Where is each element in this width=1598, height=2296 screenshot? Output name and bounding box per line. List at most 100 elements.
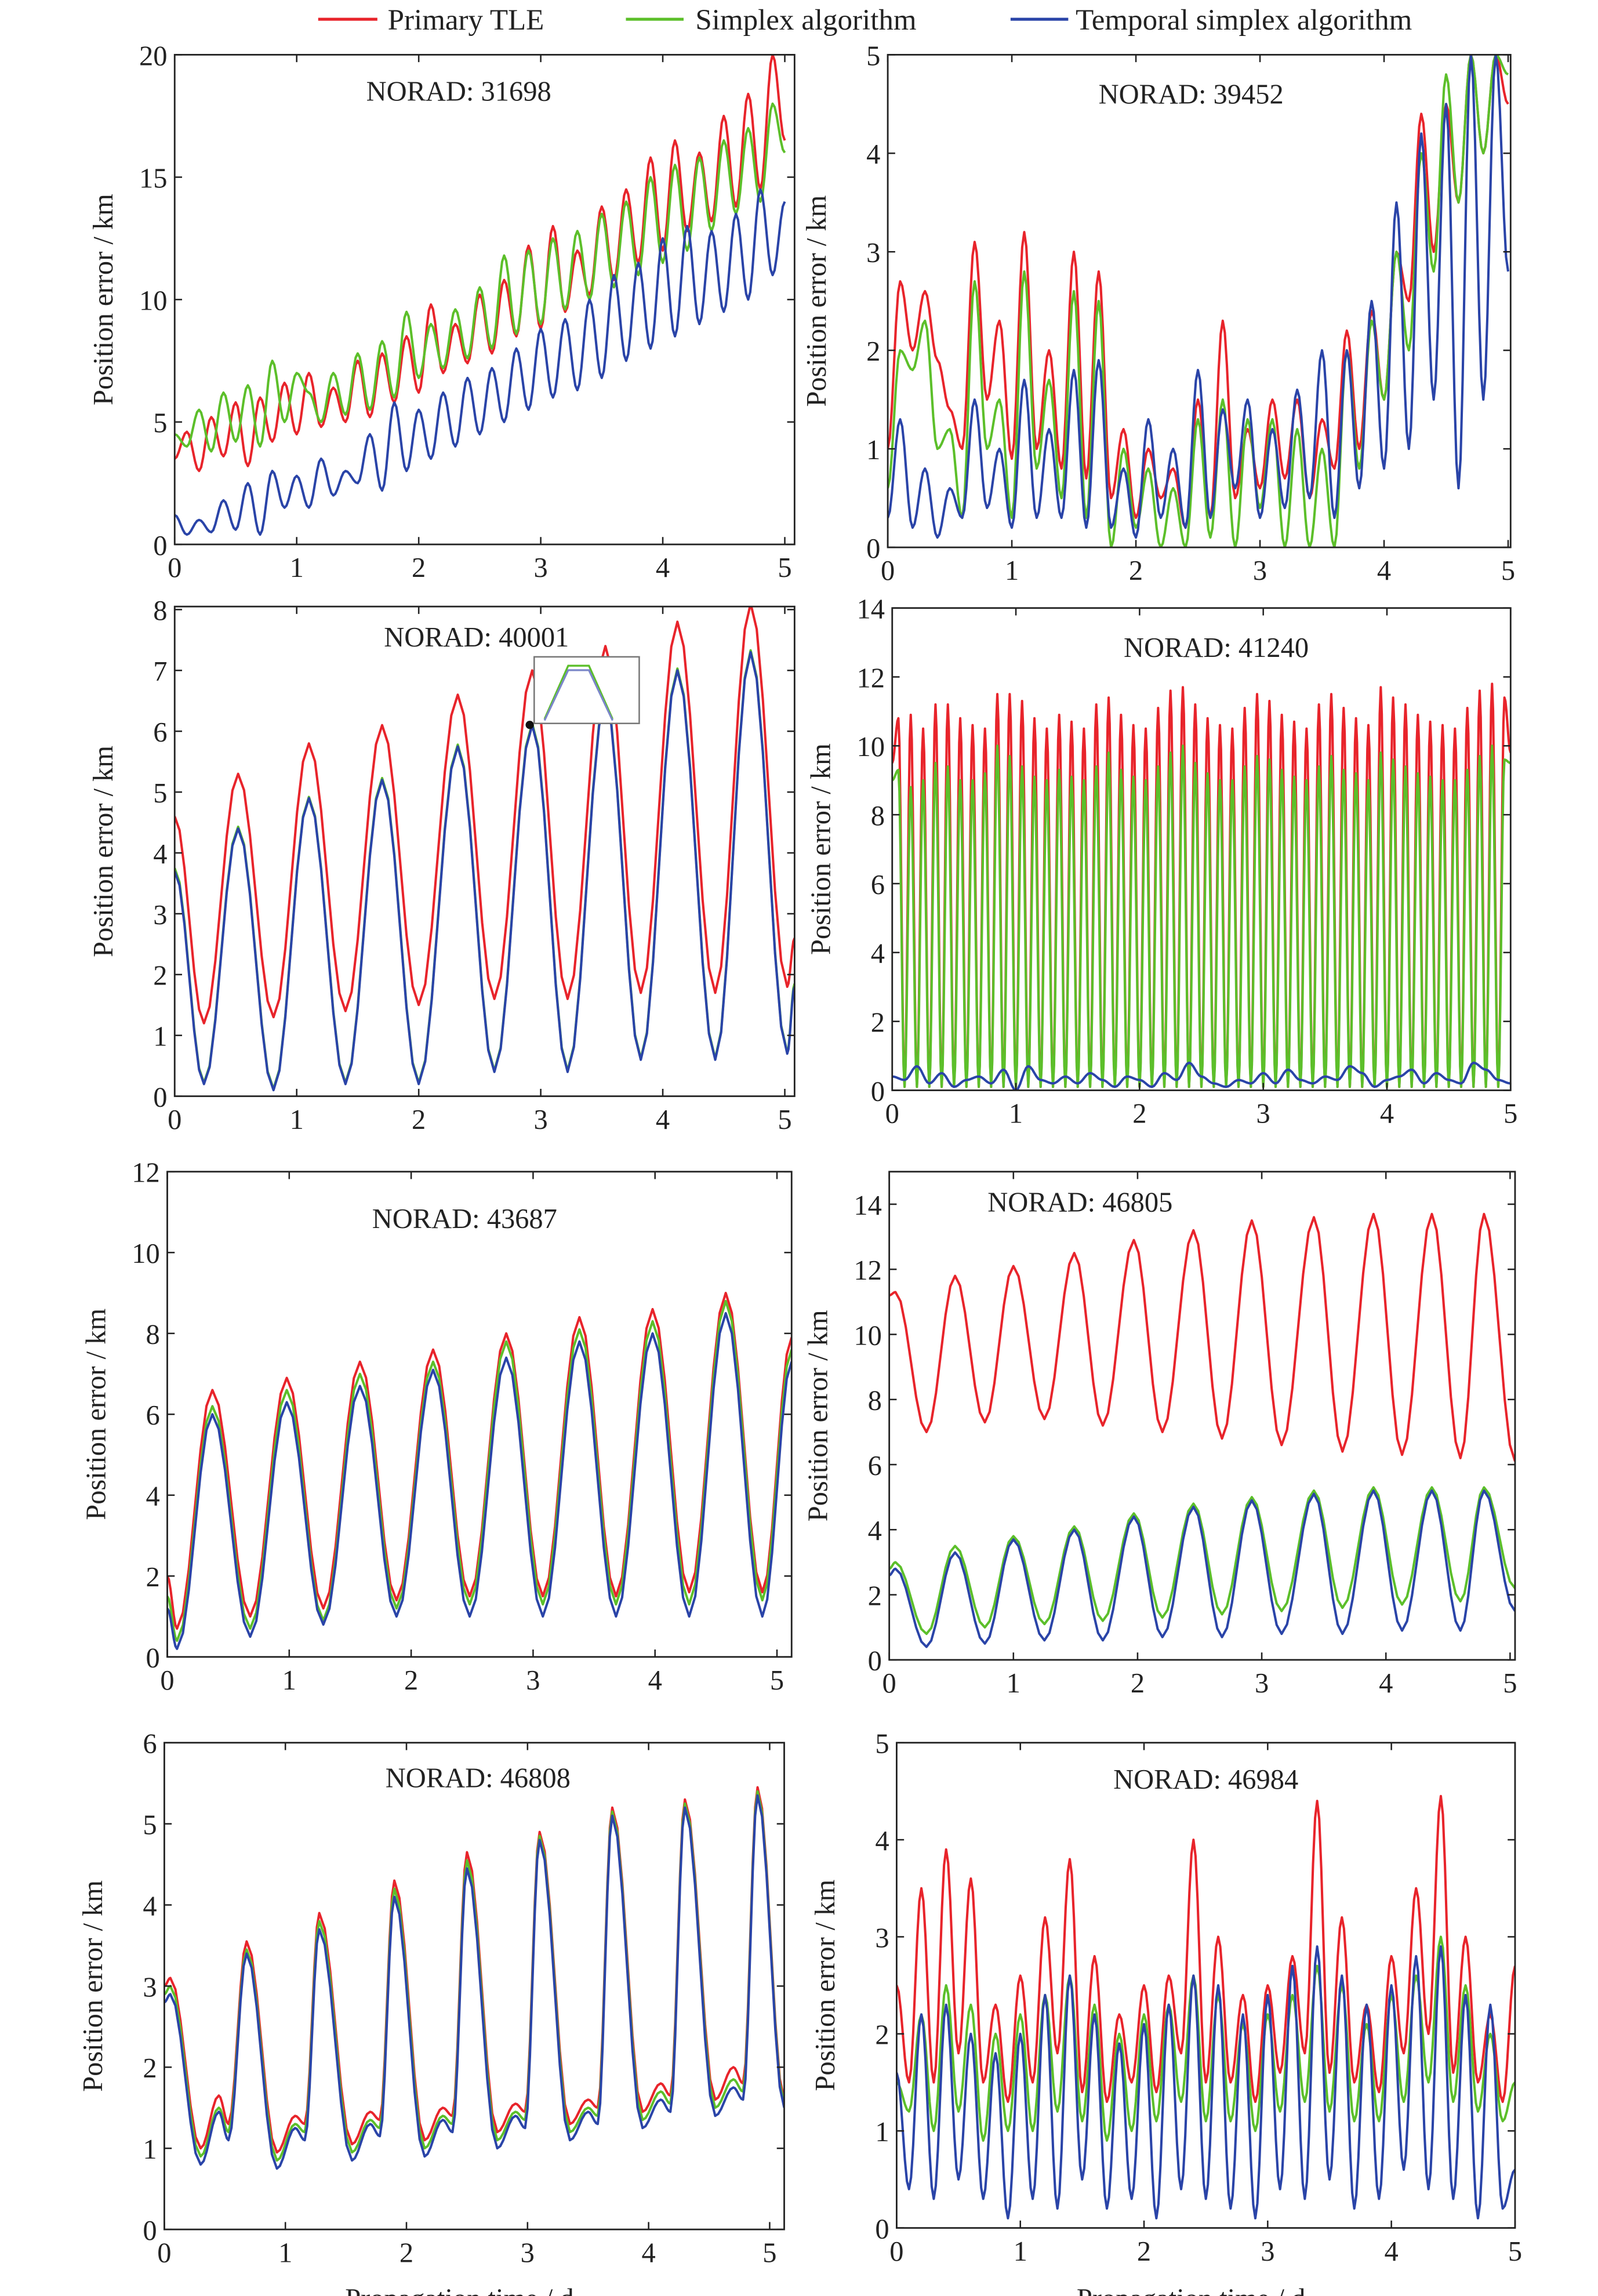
series-line-temporal-simplex-algorithm bbox=[175, 651, 795, 1092]
y-tick-label: 3 bbox=[153, 900, 167, 931]
plot-frame bbox=[888, 1171, 1516, 1661]
y-axis-label: Position error / km bbox=[88, 194, 119, 405]
plot-frame bbox=[895, 1742, 1516, 2229]
y-tick-label: 8 bbox=[153, 595, 167, 626]
y-tick-label: 3 bbox=[875, 1923, 889, 1953]
y-tick-label: 0 bbox=[143, 2215, 157, 2246]
x-tick-label: 5 bbox=[1508, 2236, 1522, 2267]
y-tick-label: 10 bbox=[132, 1238, 159, 1269]
series-line-temporal-simplex-algorithm bbox=[889, 1489, 1515, 1648]
series-line-primary-tle bbox=[892, 682, 1511, 1088]
plot-frame bbox=[163, 1742, 785, 2230]
series-line-temporal-simplex-algorithm bbox=[167, 1312, 792, 1650]
y-tick-label: 2 bbox=[868, 1581, 882, 1611]
panel-norad-39452: 0 1 2 3 4 5 0 1 2 3 4 5 NORAD: 39452 Position error /… bbox=[801, 41, 1515, 586]
x-tick-label: 5 bbox=[1503, 1099, 1517, 1129]
y-tick-label: 0 bbox=[153, 531, 167, 561]
legend-label-primary-tle: Primary TLE bbox=[388, 4, 544, 37]
y-tick-label: 5 bbox=[153, 408, 167, 439]
y-tick-label: 10 bbox=[854, 1320, 881, 1351]
y-tick-label: 14 bbox=[854, 1190, 881, 1221]
x-tick-label: 4 bbox=[1385, 2236, 1399, 2267]
y-tick-label: 2 bbox=[866, 336, 880, 367]
panel-title: NORAD: 41240 bbox=[1124, 633, 1309, 663]
legend: Primary TLE Simplex algorithm Temporal s… bbox=[318, 4, 1412, 37]
x-tick-label: 4 bbox=[656, 1105, 670, 1135]
y-tick-label: 12 bbox=[857, 663, 885, 693]
series-group bbox=[896, 1794, 1515, 2219]
panel-title: NORAD: 46984 bbox=[1113, 1764, 1298, 1795]
x-tick-label: 1 bbox=[278, 2237, 292, 2268]
series-line-simplex-algorithm bbox=[892, 744, 1511, 1088]
series-group bbox=[175, 606, 795, 1092]
y-tick-label: 0 bbox=[871, 1076, 885, 1107]
y-tick-label: 8 bbox=[146, 1320, 159, 1350]
x-tick-label: 3 bbox=[533, 553, 547, 583]
y-axis-label: Position error / km bbox=[806, 743, 837, 955]
y-axis-label: Position error / km bbox=[81, 1309, 111, 1520]
inset-temporal-line bbox=[543, 669, 614, 721]
y-tick-label: 7 bbox=[153, 656, 167, 687]
y-tick-label: 4 bbox=[153, 839, 167, 870]
x-tick-label: 1 bbox=[1014, 2236, 1027, 2267]
series-line-primary-tle bbox=[167, 1292, 792, 1630]
y-axis-label: Position error / km bbox=[801, 195, 832, 407]
panel-title: NORAD: 40001 bbox=[384, 622, 569, 653]
x-axis-label: Propagation time / d bbox=[345, 2283, 573, 2296]
series-line-temporal-simplex-algorithm bbox=[892, 1061, 1511, 1091]
y-axis-label: Position error / km bbox=[78, 1880, 108, 2092]
plot-frame bbox=[891, 607, 1512, 1091]
zoom-marker-dot bbox=[525, 721, 534, 729]
y-tick-label: 3 bbox=[866, 238, 880, 268]
x-tick-label: 2 bbox=[404, 1665, 418, 1696]
series-line-temporal-simplex-algorithm bbox=[888, 55, 1510, 539]
series-group bbox=[164, 1786, 785, 2170]
panel-title: NORAD: 46808 bbox=[386, 1763, 571, 1793]
x-tick-label: 1 bbox=[1005, 555, 1019, 586]
panel-title: NORAD: 31698 bbox=[366, 77, 551, 107]
y-tick-label: 2 bbox=[153, 961, 167, 991]
y-tick-label: 5 bbox=[143, 1810, 157, 1840]
y-tick-label: 2 bbox=[875, 2020, 889, 2051]
x-tick-label: 2 bbox=[1137, 2236, 1151, 2267]
y-tick-label: 3 bbox=[143, 1972, 157, 2003]
x-tick-label: 3 bbox=[1253, 555, 1267, 586]
x-tick-label: 4 bbox=[1377, 555, 1391, 586]
y-axis-label: Position error / km bbox=[88, 746, 119, 957]
x-tick-label: 3 bbox=[521, 2237, 535, 2268]
series-line-temporal-simplex-algorithm bbox=[164, 1794, 785, 2170]
series-group bbox=[175, 55, 786, 536]
x-tick-label: 5 bbox=[762, 2237, 776, 2268]
series-line-primary-tle bbox=[889, 1212, 1515, 1462]
x-tick-label: 0 bbox=[889, 2236, 903, 2267]
x-tick-label: 3 bbox=[526, 1665, 540, 1696]
series-line-simplex-algorithm bbox=[167, 1299, 792, 1642]
y-tick-label: 5 bbox=[153, 778, 167, 809]
panel-norad-46808: 0 1 2 3 4 5 0 1 2 3 4 5 6 NORAD: 46808 Position error … bbox=[78, 1729, 785, 2296]
x-tick-label: 4 bbox=[1379, 1668, 1393, 1699]
y-tick-label: 0 bbox=[868, 1646, 882, 1677]
series-line-primary-tle bbox=[896, 1794, 1515, 2104]
x-tick-label: 1 bbox=[282, 1665, 296, 1696]
y-tick-label: 12 bbox=[132, 1158, 159, 1189]
y-tick-label: 4 bbox=[143, 1891, 157, 1921]
x-tick-label: 5 bbox=[1501, 555, 1515, 586]
y-tick-label: 8 bbox=[871, 801, 885, 831]
y-tick-label: 1 bbox=[866, 435, 880, 466]
series-line-primary-tle bbox=[888, 55, 1509, 529]
y-tick-label: 12 bbox=[854, 1255, 881, 1286]
x-tick-label: 3 bbox=[533, 1105, 547, 1135]
y-tick-label: 4 bbox=[871, 939, 885, 969]
y-tick-label: 6 bbox=[868, 1451, 882, 1481]
x-tick-label: 3 bbox=[1256, 1099, 1270, 1129]
series-line-primary-tle bbox=[175, 606, 795, 1025]
series-line-temporal-simplex-algorithm bbox=[896, 1945, 1515, 2219]
panel-norad-46984: 0 1 2 3 4 5 0 1 2 3 4 5 NORAD: 46984 Position error /… bbox=[810, 1729, 1522, 2296]
y-tick-label: 2 bbox=[871, 1008, 885, 1038]
panel-norad-40001: 0 1 2 3 4 5 0 1 2 3 4 5 6 7 8 NORAD: 40001 Position erro… bbox=[88, 595, 796, 1135]
x-tick-label: 5 bbox=[770, 1665, 784, 1696]
zoom-inset bbox=[525, 656, 640, 729]
y-tick-label: 0 bbox=[875, 2214, 889, 2244]
y-tick-label: 15 bbox=[139, 163, 167, 194]
